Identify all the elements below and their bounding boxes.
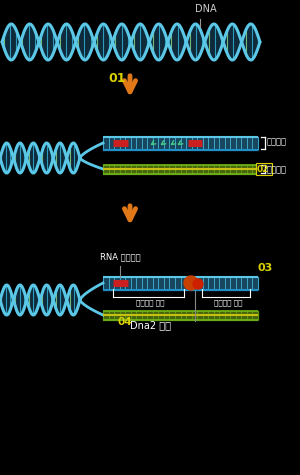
Text: 오카자키 조각: 오카자키 조각: [136, 299, 165, 305]
Text: 01: 01: [108, 72, 125, 85]
Text: Dna2 효소: Dna2 효소: [130, 320, 171, 330]
Text: DNA: DNA: [195, 4, 217, 14]
Circle shape: [184, 276, 198, 290]
Text: 02: 02: [257, 165, 269, 174]
Circle shape: [193, 279, 203, 289]
Text: 04: 04: [118, 317, 133, 327]
Text: 지연가닥: 지연가닥: [267, 137, 287, 146]
Text: 03: 03: [258, 263, 273, 273]
FancyBboxPatch shape: [256, 163, 272, 175]
Text: RNA 프라이머: RNA 프라이머: [100, 252, 140, 261]
Text: 선도가닥: 선도가닥: [267, 165, 287, 174]
Text: 오카자키 조각: 오카자키 조각: [214, 299, 242, 305]
